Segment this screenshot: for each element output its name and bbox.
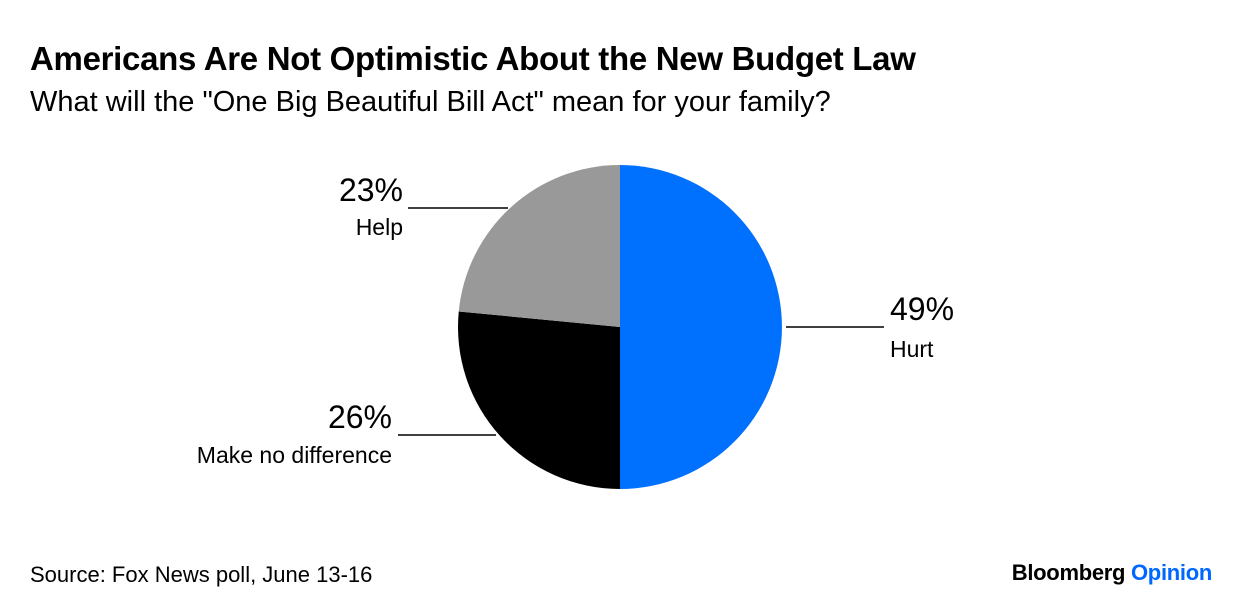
chart-subtitle: What will the "One Big Beautiful Bill Ac… <box>30 86 831 118</box>
pie-slice-hurt <box>620 165 782 489</box>
source-note: Source: Fox News poll, June 13-16 <box>30 562 373 587</box>
slice-value-label: 26% <box>328 399 392 435</box>
slice-category-label: Hurt <box>890 336 934 362</box>
slice-value-label: 49% <box>890 291 954 327</box>
pie-slice-help <box>458 165 620 327</box>
chart-title: Americans Are Not Optimistic About the N… <box>30 40 916 77</box>
slice-category-label: Help <box>356 214 403 240</box>
brand-logo: Bloomberg Opinion <box>1011 560 1213 586</box>
slice-value-label: 23% <box>339 172 403 208</box>
brand-name: Bloomberg <box>1011 560 1126 585</box>
brand-section: Opinion <box>1131 560 1212 585</box>
slice-category-label: Make no difference <box>197 442 392 468</box>
pie-slice-make-no-difference <box>458 311 620 489</box>
